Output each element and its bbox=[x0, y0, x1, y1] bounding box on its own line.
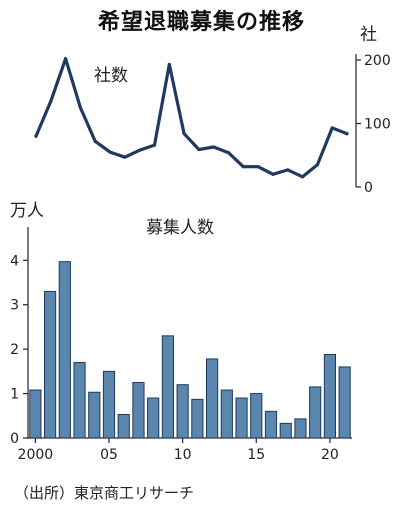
bar bbox=[323, 353, 337, 439]
line-point bbox=[241, 165, 245, 169]
line-point bbox=[300, 175, 305, 179]
line-point bbox=[271, 172, 275, 176]
line-point bbox=[49, 99, 53, 103]
bar bbox=[29, 389, 42, 439]
line-point bbox=[212, 145, 216, 149]
bar bbox=[161, 335, 175, 439]
bar-y-tick-label: 2 bbox=[10, 342, 19, 358]
bar bbox=[191, 398, 204, 439]
bar-x-tick-label: 15 bbox=[247, 447, 265, 463]
line-point bbox=[315, 163, 319, 167]
bar-x-tick-label: 2000 bbox=[18, 447, 54, 463]
line-point bbox=[108, 150, 112, 154]
bar bbox=[176, 384, 189, 439]
bar-y-tick-label: 3 bbox=[10, 298, 19, 314]
line-y-tick-label: 0 bbox=[364, 180, 373, 196]
line-series-path bbox=[34, 57, 349, 179]
bar-x-tick-label: 10 bbox=[174, 447, 192, 463]
line-point bbox=[152, 143, 157, 147]
bar bbox=[264, 410, 278, 439]
line-point bbox=[167, 62, 171, 67]
bar bbox=[220, 389, 233, 439]
bar bbox=[235, 397, 248, 439]
line-chart-panel: 0 100 200 社社数 bbox=[34, 25, 391, 196]
line-point bbox=[256, 165, 260, 169]
bar bbox=[117, 413, 130, 439]
line-point bbox=[197, 147, 201, 152]
line-y-tick-label: 200 bbox=[364, 53, 391, 69]
line-point bbox=[78, 106, 83, 110]
bar-y-unit-label: 万人 bbox=[10, 201, 44, 221]
line-point bbox=[286, 168, 290, 172]
line-series-label: 社数 bbox=[94, 66, 128, 86]
bar-y-tick-label: 0 bbox=[10, 431, 19, 447]
chart-title: 希望退職募集の推移 bbox=[97, 10, 305, 35]
bar-x-tick-label: 20 bbox=[321, 447, 339, 463]
line-y-tick-label: 100 bbox=[364, 117, 391, 133]
line-point bbox=[330, 126, 334, 130]
bar bbox=[250, 393, 263, 439]
bar-y-tick-label: 4 bbox=[10, 253, 19, 269]
line-point bbox=[64, 57, 68, 61]
line-point bbox=[34, 134, 38, 138]
line-point bbox=[226, 151, 231, 155]
line-point bbox=[93, 139, 97, 143]
bar bbox=[102, 370, 116, 439]
bar bbox=[88, 391, 101, 439]
bar bbox=[205, 358, 219, 439]
bar bbox=[279, 422, 292, 439]
bar bbox=[294, 418, 307, 439]
line-point bbox=[138, 148, 142, 152]
bar bbox=[73, 361, 86, 439]
bar bbox=[147, 397, 160, 439]
bar bbox=[58, 261, 71, 439]
bar bbox=[43, 290, 57, 439]
bar-y-tick-label: 1 bbox=[10, 387, 19, 403]
line-y-unit-label: 社 bbox=[360, 25, 377, 45]
bar-x-tick-label: 05 bbox=[100, 447, 118, 463]
bar-series-label: 募集人数 bbox=[146, 218, 214, 238]
bar bbox=[309, 386, 322, 439]
bar bbox=[338, 366, 351, 439]
line-point bbox=[182, 132, 186, 136]
source-note: （出所）東京商工リサーチ bbox=[14, 484, 195, 502]
line-point bbox=[123, 155, 127, 159]
line-point bbox=[345, 132, 349, 136]
bar bbox=[132, 381, 145, 439]
